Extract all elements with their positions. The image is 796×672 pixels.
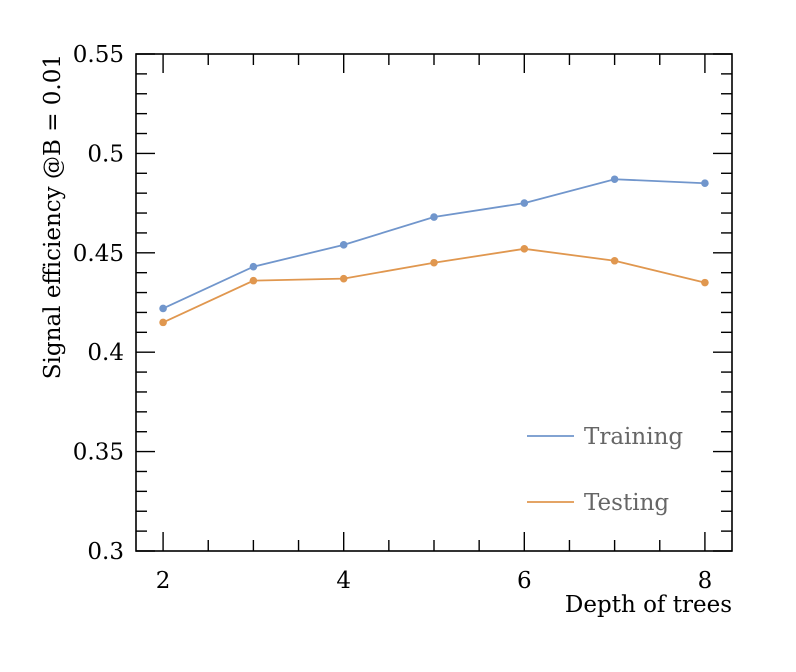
legend-label-testing: Testing xyxy=(584,490,669,516)
y-tick-label: 0.45 xyxy=(73,241,124,267)
legend-label-training: Training xyxy=(584,424,683,450)
x-tick-label: 6 xyxy=(517,568,532,594)
y-axis-label: Signal efficiency @B = 0.01 xyxy=(40,54,66,379)
data-point-testing xyxy=(701,278,709,287)
data-point-testing xyxy=(339,274,348,283)
x-tick-label: 4 xyxy=(336,568,351,594)
x-axis-label: Depth of trees xyxy=(565,592,732,618)
tick-labels: 2 4 6 8 0.3 0.35 0.4 0.45 0.5 0.55 xyxy=(73,42,712,594)
data-point-testing xyxy=(159,318,167,327)
data-point-training xyxy=(339,241,348,249)
axis-ticks xyxy=(136,53,732,552)
data-point-testing xyxy=(249,276,258,285)
data-point-training xyxy=(520,199,529,207)
legend: Training Testing xyxy=(527,424,683,516)
data-point-training xyxy=(249,262,258,271)
series-layer xyxy=(159,175,709,327)
data-point-training xyxy=(159,304,167,313)
data-point-testing xyxy=(520,245,529,253)
y-tick-label: 0.5 xyxy=(87,141,124,167)
x-tick-label: 8 xyxy=(698,568,713,594)
x-tick-label: 2 xyxy=(156,568,171,594)
y-tick-label: 0.55 xyxy=(73,42,124,68)
y-tick-label: 0.35 xyxy=(73,440,124,466)
plot-frame xyxy=(135,53,733,552)
data-point-testing xyxy=(430,258,438,267)
data-point-testing xyxy=(610,256,619,265)
data-point-training xyxy=(430,213,438,221)
series-line-training xyxy=(162,178,705,310)
y-tick-label: 0.3 xyxy=(87,539,124,565)
data-point-training xyxy=(610,175,619,184)
data-point-training xyxy=(701,179,709,188)
y-tick-label: 0.4 xyxy=(87,340,124,366)
